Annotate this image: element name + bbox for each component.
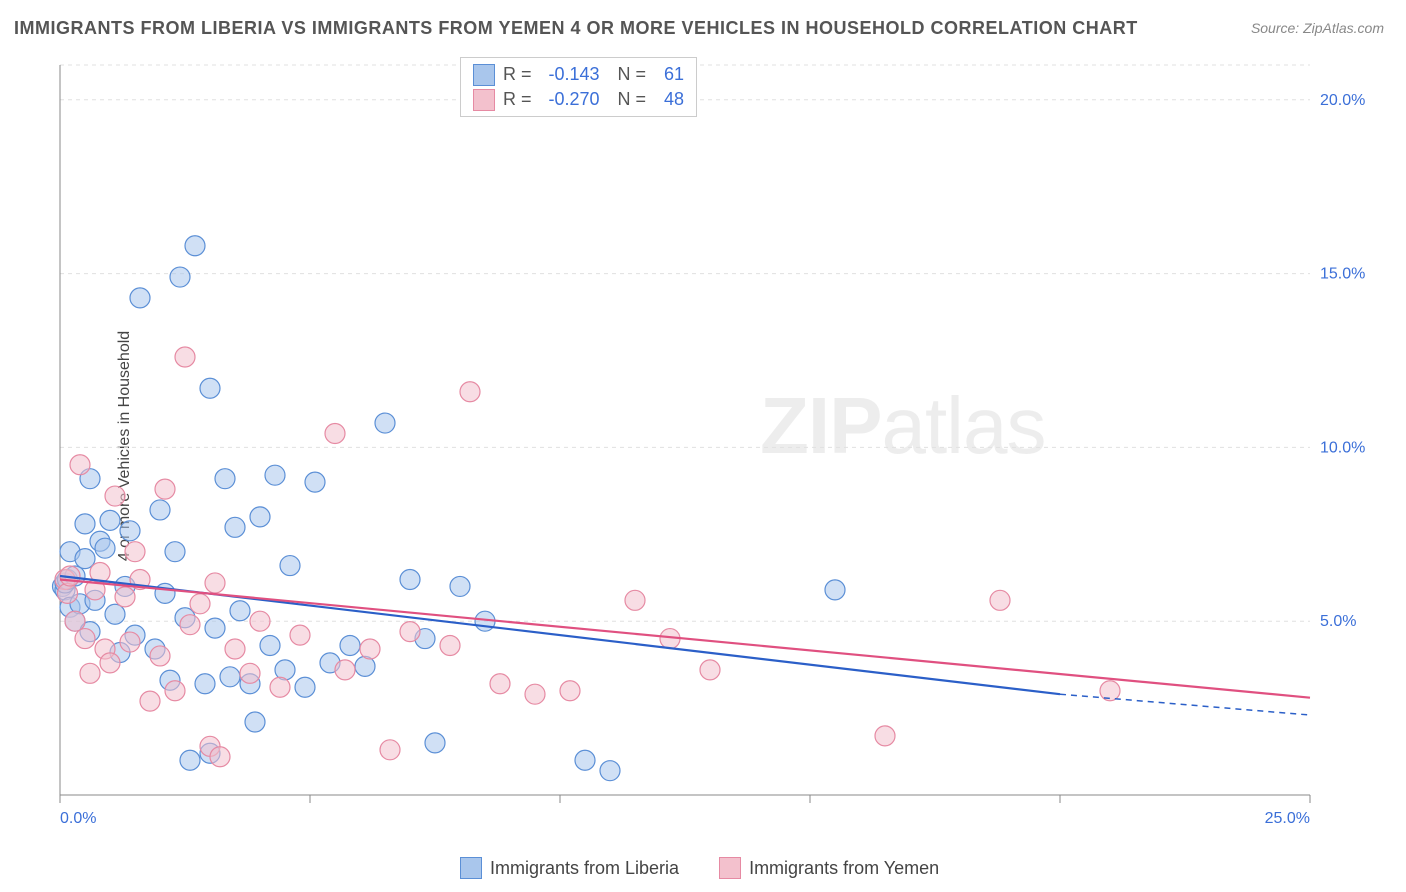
source-attribution: Source: ZipAtlas.com [1251, 20, 1384, 36]
n-label: N = [618, 62, 647, 87]
svg-text:10.0%: 10.0% [1320, 439, 1365, 456]
stats-row: R = -0.270 N = 48 [473, 87, 684, 112]
svg-text:20.0%: 20.0% [1320, 92, 1365, 109]
n-value: 61 [654, 62, 684, 87]
scatter-plot: 5.0% 10.0% 15.0% 20.0% 0.0% 25.0% [50, 55, 1380, 835]
r-value: -0.270 [540, 87, 600, 112]
r-value: -0.143 [540, 62, 600, 87]
svg-text:5.0%: 5.0% [1320, 613, 1356, 630]
legend-swatch [473, 89, 495, 111]
legend-item: Immigrants from Liberia [460, 857, 679, 879]
r-label: R = [503, 62, 532, 87]
legend-label: Immigrants from Liberia [490, 858, 679, 879]
series-legend: Immigrants from Liberia Immigrants from Y… [460, 857, 939, 879]
svg-text:0.0%: 0.0% [60, 810, 96, 827]
chart-title: IMMIGRANTS FROM LIBERIA VS IMMIGRANTS FR… [14, 18, 1138, 39]
stats-row: R = -0.143 N = 61 [473, 62, 684, 87]
n-value: 48 [654, 87, 684, 112]
r-label: R = [503, 87, 532, 112]
legend-item: Immigrants from Yemen [719, 857, 939, 879]
legend-swatch [473, 64, 495, 86]
legend-label: Immigrants from Yemen [749, 858, 939, 879]
svg-text:25.0%: 25.0% [1265, 810, 1310, 827]
legend-swatch [460, 857, 482, 879]
n-label: N = [618, 87, 647, 112]
svg-text:15.0%: 15.0% [1320, 266, 1365, 283]
correlation-stats-box: R = -0.143 N = 61 R = -0.270 N = 48 [460, 57, 697, 117]
legend-swatch [719, 857, 741, 879]
